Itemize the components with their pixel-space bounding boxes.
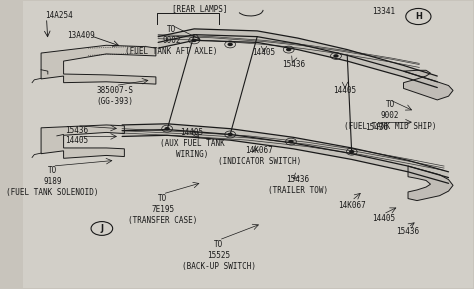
Text: [REAR LAMPS]: [REAR LAMPS] (172, 4, 227, 13)
Circle shape (191, 39, 197, 42)
Text: 14405: 14405 (333, 86, 356, 95)
Circle shape (164, 127, 170, 130)
Polygon shape (158, 29, 438, 88)
Text: 14405: 14405 (65, 136, 89, 145)
Circle shape (228, 43, 233, 46)
Text: 15436: 15436 (65, 126, 89, 135)
Text: TO
7E195
(TRANSFER CASE): TO 7E195 (TRANSFER CASE) (128, 194, 197, 225)
Text: 13341: 13341 (372, 7, 395, 16)
Text: 14405
(AUX FUEL TANK
WIRING): 14405 (AUX FUEL TANK WIRING) (160, 128, 224, 159)
Text: TO
9002
(FUEL TANK MID SHIP): TO 9002 (FUEL TANK MID SHIP) (344, 100, 436, 131)
Text: 15436: 15436 (282, 60, 305, 69)
Text: 15436: 15436 (396, 227, 419, 236)
Circle shape (349, 150, 355, 153)
Text: 14K067
(INDICATOR SWITCH): 14K067 (INDICATOR SWITCH) (218, 146, 301, 166)
Text: 13A409: 13A409 (67, 31, 95, 40)
Polygon shape (403, 70, 453, 100)
Polygon shape (41, 125, 124, 158)
Text: 14405: 14405 (252, 48, 275, 57)
Text: 15436: 15436 (365, 123, 388, 132)
Text: 385007-S
(GG-393): 385007-S (GG-393) (97, 86, 134, 106)
Polygon shape (408, 166, 453, 201)
Circle shape (288, 140, 294, 143)
Text: TO
15525
(BACK-UP SWITCH): TO 15525 (BACK-UP SWITCH) (182, 240, 256, 271)
Text: 14K067: 14K067 (338, 201, 365, 210)
Polygon shape (41, 45, 156, 84)
Circle shape (228, 133, 233, 136)
Text: J: J (100, 224, 103, 233)
Circle shape (333, 54, 339, 58)
Polygon shape (122, 124, 448, 183)
Text: 14405: 14405 (372, 214, 395, 223)
Circle shape (286, 48, 292, 51)
Text: 14A254: 14A254 (45, 11, 73, 20)
Text: 15436
(TRAILER TOW): 15436 (TRAILER TOW) (268, 175, 328, 195)
Text: H: H (415, 12, 422, 21)
Text: TO
9189
(FUEL TANK SOLENOID): TO 9189 (FUEL TANK SOLENOID) (6, 166, 99, 197)
Text: TO
9002
(FUEL TANK AFT AXLE): TO 9002 (FUEL TANK AFT AXLE) (126, 25, 218, 56)
